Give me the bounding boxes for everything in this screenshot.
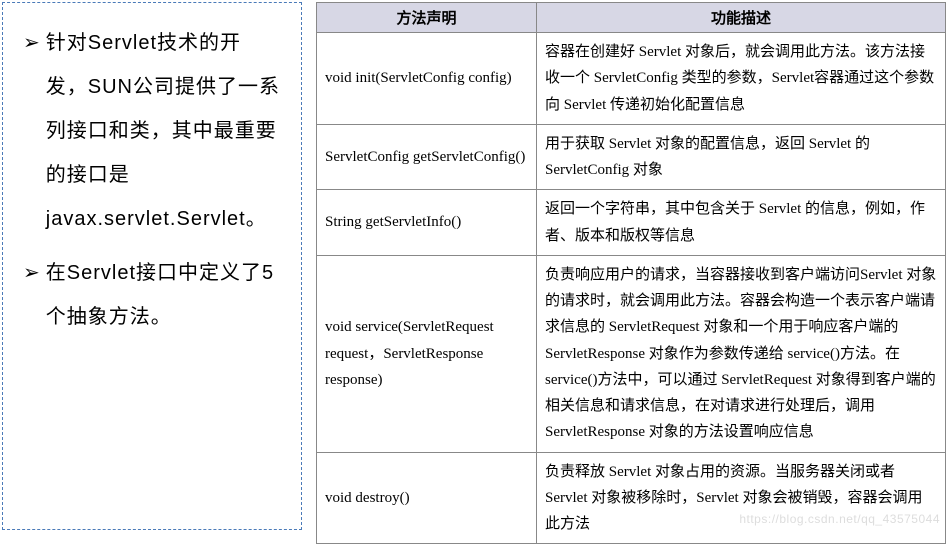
table-row: void service(ServletRequest request，Serv…	[317, 255, 946, 452]
cell-desc: 用于获取 Servlet 对象的配置信息，返回 Servlet 的Servlet…	[537, 124, 946, 190]
bullet-marker-icon: ➢	[23, 21, 40, 241]
methods-table: 方法声明 功能描述 void init(ServletConfig config…	[316, 2, 946, 544]
notes-panel: ➢ 针对Servlet技术的开发，SUN公司提供了一系列接口和类，其中最重要的接…	[2, 2, 302, 530]
cell-method: void init(ServletConfig config)	[317, 33, 537, 125]
table-row: void destroy() 负责释放 Servlet 对象占用的资源。当服务器…	[317, 452, 946, 544]
table-row: void init(ServletConfig config) 容器在创建好 S…	[317, 33, 946, 125]
cell-desc: 容器在创建好 Servlet 对象后，就会调用此方法。该方法接收一个 Servl…	[537, 33, 946, 125]
cell-method: ServletConfig getServletConfig()	[317, 124, 537, 190]
bullet-text: 针对Servlet技术的开发，SUN公司提供了一系列接口和类，其中最重要的接口是…	[46, 21, 281, 241]
header-desc: 功能描述	[537, 3, 946, 33]
cell-desc: 返回一个字符串，其中包含关于 Servlet 的信息，例如，作者、版本和版权等信…	[537, 190, 946, 256]
header-method: 方法声明	[317, 3, 537, 33]
table-panel: 方法声明 功能描述 void init(ServletConfig config…	[304, 0, 950, 532]
bullet-item: ➢ 在Servlet接口中定义了5个抽象方法。	[23, 251, 281, 339]
cell-desc: 负责响应用户的请求，当容器接收到客户端访问Servlet 对象的请求时，就会调用…	[537, 255, 946, 452]
bullet-item: ➢ 针对Servlet技术的开发，SUN公司提供了一系列接口和类，其中最重要的接…	[23, 21, 281, 241]
table-row: ServletConfig getServletConfig() 用于获取 Se…	[317, 124, 946, 190]
cell-method: void destroy()	[317, 452, 537, 544]
cell-desc: 负责释放 Servlet 对象占用的资源。当服务器关闭或者 Servlet 对象…	[537, 452, 946, 544]
watermark-text: https://blog.csdn.net/qq_43575044	[739, 512, 940, 526]
cell-method: String getServletInfo()	[317, 190, 537, 256]
bullet-marker-icon: ➢	[23, 251, 40, 339]
cell-method: void service(ServletRequest request，Serv…	[317, 255, 537, 452]
bullet-text: 在Servlet接口中定义了5个抽象方法。	[46, 251, 281, 339]
table-row: String getServletInfo() 返回一个字符串，其中包含关于 S…	[317, 190, 946, 256]
table-header-row: 方法声明 功能描述	[317, 3, 946, 33]
